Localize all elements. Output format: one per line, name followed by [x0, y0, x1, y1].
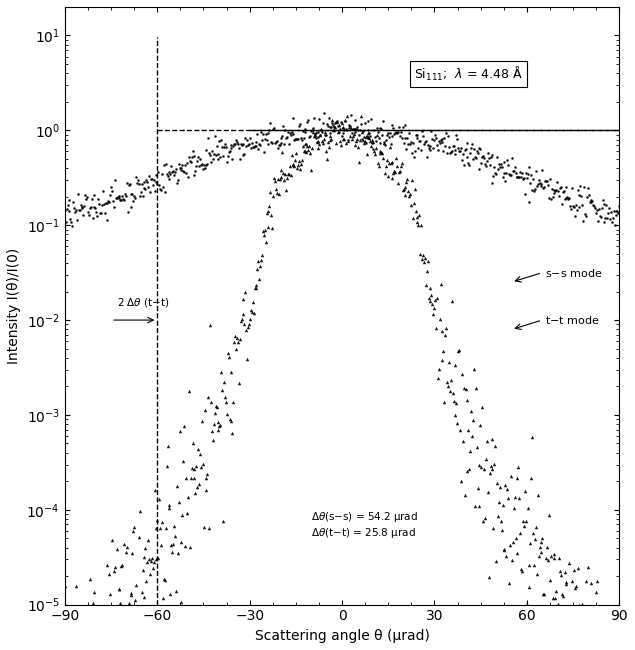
Text: $\Delta\theta$(s$-$s) = 54.2 μrad
$\Delta\theta$(t$-$t) = 25.8 μrad: $\Delta\theta$(s$-$s) = 54.2 μrad $\Delt…	[311, 510, 418, 540]
Text: $\mathrm{Si}_{111}$;  $\lambda$ = 4.48 Å: $\mathrm{Si}_{111}$; $\lambda$ = 4.48 Å	[414, 64, 523, 83]
Y-axis label: Intensity I(θ)/I(0): Intensity I(θ)/I(0)	[7, 248, 21, 364]
Text: t$-$t mode: t$-$t mode	[545, 314, 600, 326]
X-axis label: Scattering angle θ (μrad): Scattering angle θ (μrad)	[255, 629, 429, 643]
Text: s$-$s mode: s$-$s mode	[545, 266, 603, 279]
Text: 2 $\Delta\theta$ (t$-$t): 2 $\Delta\theta$ (t$-$t)	[117, 296, 170, 309]
